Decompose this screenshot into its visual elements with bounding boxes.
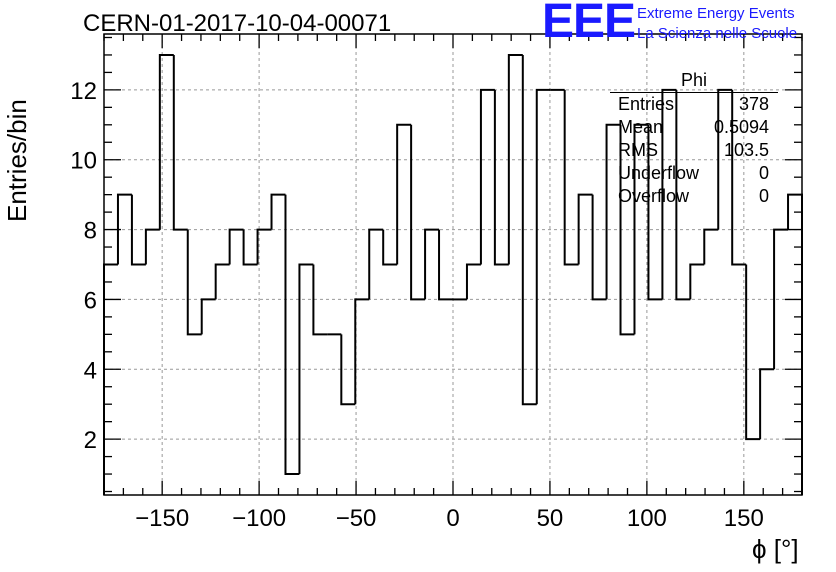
histogram-bin xyxy=(298,263,314,475)
histogram-bin xyxy=(731,89,747,266)
y-tick-label: 10 xyxy=(70,148,97,175)
x-tick-label: 50 xyxy=(537,505,564,532)
histogram-bin xyxy=(619,124,635,336)
histogram-bin xyxy=(354,298,370,405)
histogram-bin xyxy=(242,229,258,266)
histogram-bin xyxy=(284,194,300,476)
histogram-bin xyxy=(605,123,621,300)
y-tick-label: 6 xyxy=(84,287,97,314)
x-tick-label: 150 xyxy=(724,505,764,532)
stats-value: 378 xyxy=(738,94,769,114)
histogram-bin xyxy=(340,334,356,406)
x-tick-label: −150 xyxy=(135,505,189,532)
histogram-bin xyxy=(382,229,398,266)
histogram-bin xyxy=(200,298,216,335)
histogram-bin xyxy=(116,193,132,265)
stats-label: Overflow xyxy=(618,186,690,206)
histogram-bin xyxy=(368,228,384,300)
y-tick-label: 8 xyxy=(84,218,97,245)
histogram-bin xyxy=(759,368,775,440)
histogram-bin xyxy=(312,264,328,336)
chart-title: CERN-01-2017-10-04-00071 xyxy=(83,10,392,37)
stats-row-mean: Mean 0.5094 xyxy=(610,116,778,139)
eee-logo: EEE xyxy=(542,0,636,48)
histogram-bin xyxy=(130,194,146,266)
stats-row-overflow: Overflow 0 xyxy=(610,185,778,208)
histogram-bin xyxy=(745,264,761,441)
histogram-bin xyxy=(228,228,244,265)
stats-value: 0 xyxy=(758,186,769,206)
stats-label: Entries xyxy=(618,94,675,114)
histogram-bin xyxy=(633,123,649,335)
histogram-bin xyxy=(521,54,537,406)
histogram-bin xyxy=(507,53,523,265)
histogram-bin xyxy=(465,263,481,300)
stats-box: Phi Entries 378 Mean 0.5094 RMS 103.5 Under… xyxy=(610,70,778,208)
logo-text-line1: Extreme Energy Events xyxy=(637,5,795,22)
histogram-bin xyxy=(144,228,160,265)
stats-label: RMS xyxy=(618,140,658,160)
axis-ticks xyxy=(103,34,803,495)
histogram-bin xyxy=(479,88,495,265)
stats-row-rms: RMS 103.5 xyxy=(610,139,778,162)
histogram-bin xyxy=(493,89,509,266)
histogram-bin xyxy=(703,228,719,265)
histogram-bin xyxy=(410,124,426,301)
histogram-bin xyxy=(438,229,453,301)
stats-value: 0.5094 xyxy=(713,117,769,137)
histogram-bin xyxy=(535,88,551,405)
x-tick-label: 100 xyxy=(627,505,667,532)
y-tick-label: 12 xyxy=(70,78,97,105)
histogram-bin xyxy=(424,228,440,300)
histogram-bin xyxy=(661,88,677,300)
y-axis-label: Entries/bin xyxy=(2,99,32,222)
histogram-bin xyxy=(717,88,733,230)
histogram-bin xyxy=(577,193,593,265)
x-tick-label: 0 xyxy=(446,505,459,532)
histogram-bin xyxy=(675,89,691,301)
histogram-bin xyxy=(647,124,663,301)
histogram-bin xyxy=(172,54,188,231)
stats-value: 103.5 xyxy=(723,140,769,160)
histogram-bin xyxy=(787,193,803,495)
histogram-bars xyxy=(103,53,803,495)
stats-row-entries: Entries 378 xyxy=(610,93,778,116)
histogram-bin xyxy=(689,263,705,300)
histogram-bin xyxy=(773,228,789,370)
histogram-bin xyxy=(270,193,286,230)
histogram-bin xyxy=(158,53,174,230)
histogram-bin xyxy=(591,194,607,301)
x-tick-label: −50 xyxy=(336,505,377,532)
stats-box-name: Phi xyxy=(610,70,778,93)
histogram-bin xyxy=(563,89,579,266)
histogram-bin xyxy=(186,229,202,336)
axis-tick-labels: −150 −100 −50 0 50 100 150 2 4 6 8 10 12 xyxy=(70,78,764,532)
stats-row-underflow: Underflow 0 xyxy=(610,162,778,185)
logo-text-line2: La Scienza nelle Scuole xyxy=(637,25,798,42)
histogram-bin xyxy=(396,123,412,265)
x-axis-label: ϕ [°] xyxy=(752,534,799,564)
stats-label: Underflow xyxy=(618,163,700,183)
stats-label: Mean xyxy=(618,117,664,137)
stats-value: 0 xyxy=(758,163,769,183)
y-tick-label: 4 xyxy=(84,357,97,384)
histogram-bin xyxy=(256,228,272,265)
y-tick-label: 2 xyxy=(84,427,97,454)
histogram-bin xyxy=(214,263,230,300)
x-tick-label: −100 xyxy=(232,505,286,532)
